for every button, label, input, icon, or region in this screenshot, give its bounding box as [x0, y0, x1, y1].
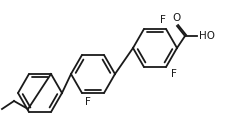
Text: F: F [85, 97, 91, 107]
Text: F: F [171, 69, 177, 79]
Text: HO: HO [199, 31, 215, 41]
Text: O: O [173, 13, 181, 23]
Text: F: F [160, 15, 166, 25]
